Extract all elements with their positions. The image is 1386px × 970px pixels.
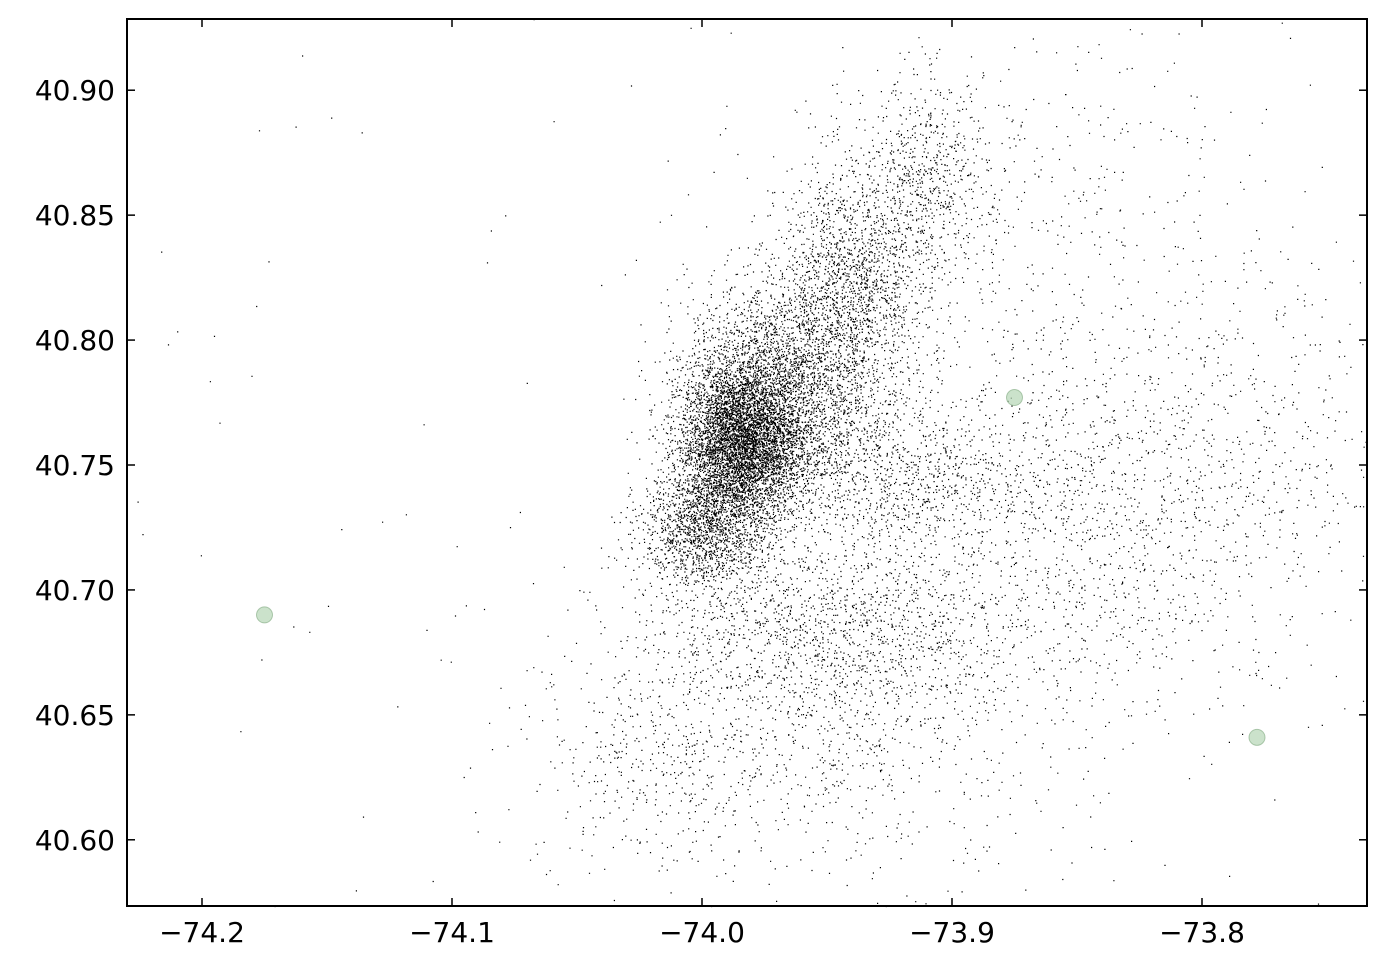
y-tick-label: 40.90 [35,74,115,107]
y-tick-label: 40.75 [35,449,115,482]
y-axis: 40.60 40.65 40.70 40.75 40.80 40.85 40.90 [35,74,1367,857]
x-tick-label: −74.1 [409,916,495,949]
highlight-point-3 [1248,728,1266,746]
plot-frame [126,18,1368,907]
data-points-layer [137,19,1367,908]
y-tick-label: 40.65 [35,699,115,732]
highlight-point-1 [256,606,273,624]
highlight-point-2 [1006,389,1023,407]
x-tick-label: −74.0 [659,916,745,949]
y-tick-label: 40.85 [35,199,115,232]
y-tick-label: 40.60 [35,824,115,857]
x-tick-label: −74.2 [159,916,245,949]
x-axis: −74.2 −74.1 −74.0 −73.9 −73.8 [159,19,1245,949]
y-tick-label: 40.70 [35,574,115,607]
x-tick-label: −73.8 [1159,916,1245,949]
highlight-points-layer [256,389,1266,746]
y-tick-label: 40.80 [35,324,115,357]
data-points [137,19,1367,908]
x-tick-label: −73.9 [909,916,995,949]
